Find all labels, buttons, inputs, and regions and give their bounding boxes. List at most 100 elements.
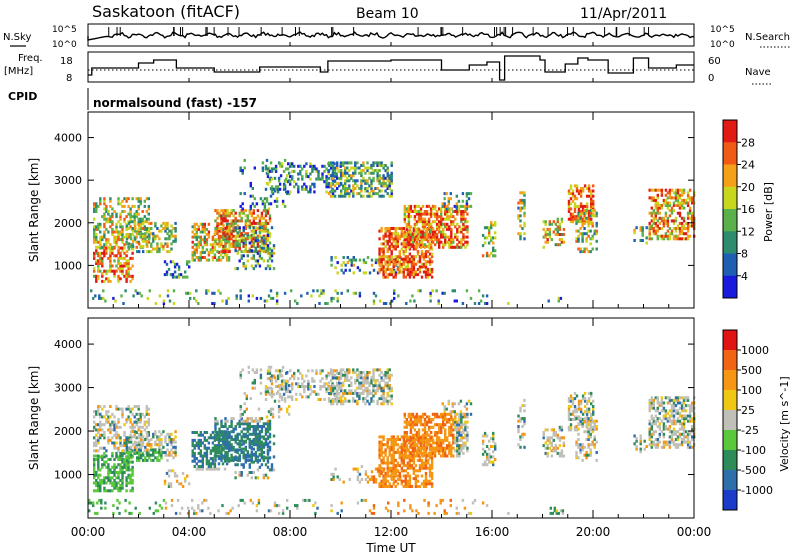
heatmap-cell (450, 215, 453, 219)
heatmap-cell (305, 395, 308, 399)
heatmap-cell (143, 423, 146, 427)
heatmap-cell (226, 445, 229, 449)
heatmap-cell (417, 235, 421, 239)
heatmap-cell (287, 390, 290, 394)
heatmap-cell (458, 245, 461, 249)
heatmap-cell (119, 277, 122, 281)
heatmap-cell (452, 220, 455, 224)
heatmap-cell (358, 171, 361, 175)
heatmap-cell (258, 430, 262, 434)
heatmap-cell (372, 378, 375, 382)
heatmap-cell (544, 222, 547, 226)
heatmap-cell (135, 210, 138, 213)
heatmap-cell (429, 243, 433, 247)
heatmap-cell (181, 485, 185, 488)
heatmap-cell (307, 382, 310, 386)
heatmap-cell (264, 209, 268, 213)
heatmap-cell (105, 217, 108, 221)
heatmap-cell (309, 185, 312, 189)
heatmap-cell (337, 371, 340, 375)
heatmap-cell (419, 220, 423, 224)
heatmap-cell (519, 198, 522, 202)
heatmap-cell (164, 451, 167, 454)
heatmap-cell (286, 192, 289, 196)
heatmap-cell (266, 236, 270, 240)
heatmap-cell (244, 221, 247, 225)
heatmap-cell (105, 489, 108, 493)
heatmap-cell (441, 204, 444, 208)
heatmap-cell (125, 468, 128, 472)
heatmap-cell (268, 264, 272, 268)
heatmap-cell (440, 235, 443, 239)
heatmap-cell (99, 262, 102, 265)
heatmap-cell (386, 257, 389, 261)
heatmap-cell (109, 423, 112, 427)
heatmap-cell (109, 415, 112, 419)
heatmap-cell (270, 395, 274, 399)
heatmap-cell (309, 162, 312, 166)
heatmap-cell (277, 407, 281, 411)
heatmap-cell (360, 386, 363, 390)
heatmap-cell (587, 212, 591, 216)
heatmap-cell (426, 250, 430, 254)
heatmap-cell (117, 262, 120, 265)
heatmap-cell (119, 269, 122, 273)
heatmap-cell (348, 389, 351, 393)
heatmap-cell (127, 220, 130, 224)
heatmap-cell (348, 184, 351, 188)
heatmap-cell (288, 384, 291, 388)
heatmap-cell (143, 420, 146, 424)
heatmap-cell (590, 189, 593, 193)
heatmap-cell (244, 241, 247, 245)
heatmap-cell (591, 209, 594, 213)
heatmap-cell (589, 211, 592, 215)
heatmap-cell (213, 245, 217, 249)
heatmap-cell (382, 237, 385, 241)
heatmap-cell (218, 229, 221, 233)
heatmap-cell (166, 443, 169, 447)
heatmap-cell (226, 451, 229, 454)
heatmap-cell (252, 219, 255, 223)
heatmap-cell (165, 273, 169, 277)
heatmap-cell (172, 302, 176, 305)
heatmap-cell (211, 449, 215, 453)
heatmap-cell (262, 422, 266, 426)
heatmap-cell (111, 249, 114, 253)
heatmap-cell (394, 229, 397, 233)
heatmap-cell (410, 458, 414, 462)
heatmap-cell (388, 386, 391, 390)
heatmap-cell (664, 221, 668, 225)
heatmap-cell (397, 478, 400, 481)
heatmap-cell (360, 179, 363, 183)
heatmap-cell (291, 164, 294, 168)
heatmap-cell (109, 438, 112, 442)
heatmap-cell (174, 239, 177, 243)
heatmap-cell (408, 260, 412, 264)
heatmap-cell (121, 486, 124, 490)
heatmap-cell (392, 471, 395, 475)
heatmap-cell (115, 225, 118, 229)
heatmap-cell (398, 237, 401, 241)
heatmap-cell (317, 177, 320, 181)
heatmap-cell (135, 405, 138, 408)
heatmap-cell (134, 229, 137, 233)
heatmap-cell (288, 171, 291, 175)
heatmap-cell (103, 199, 106, 203)
heatmap-cell (581, 232, 584, 236)
heatmap-cell (662, 237, 666, 241)
heatmap-cell (123, 246, 126, 250)
heatmap-cell (127, 449, 130, 453)
heatmap-cell (435, 210, 439, 213)
heatmap-cell (455, 194, 458, 198)
heatmap-cell (131, 274, 134, 278)
heatmap-cell (382, 265, 385, 269)
heatmap-cell (382, 467, 386, 471)
heatmap-cell (191, 230, 194, 234)
heatmap-cell (186, 260, 189, 264)
heatmap-cell (174, 451, 177, 454)
heatmap-cell (368, 166, 371, 170)
heatmap-cell (323, 398, 326, 401)
heatmap-cell (327, 386, 331, 390)
heatmap-cell (221, 238, 225, 242)
heatmap-cell (225, 258, 229, 262)
